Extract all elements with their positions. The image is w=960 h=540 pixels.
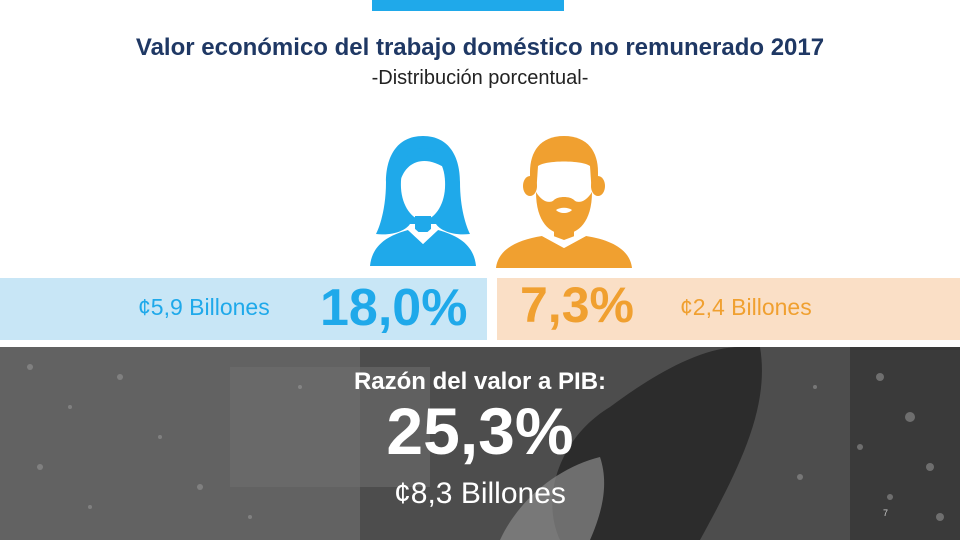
background-photo bbox=[0, 347, 960, 540]
women-amount: ¢5,9 Billones bbox=[138, 294, 270, 320]
page-title: Valor económico del trabajo doméstico no… bbox=[135, 34, 825, 61]
men-percent: 7,3% bbox=[520, 277, 634, 333]
total-amount: ¢8,3 Billones bbox=[394, 477, 566, 510]
top-accent-bar bbox=[372, 0, 564, 11]
women-percent: 18,0% bbox=[320, 279, 468, 337]
page-number: 7 bbox=[883, 508, 889, 518]
men-amount: ¢2,4 Billones bbox=[680, 294, 812, 320]
gdp-ratio-percent: 25,3% bbox=[386, 394, 574, 468]
women-band bbox=[0, 278, 487, 340]
men-band bbox=[497, 278, 960, 340]
man-icon bbox=[494, 130, 634, 268]
gdp-ratio-label: Razón del valor a PIB: bbox=[353, 368, 607, 395]
woman-icon bbox=[366, 130, 480, 266]
page-subtitle: -Distribución porcentual- bbox=[371, 67, 589, 89]
